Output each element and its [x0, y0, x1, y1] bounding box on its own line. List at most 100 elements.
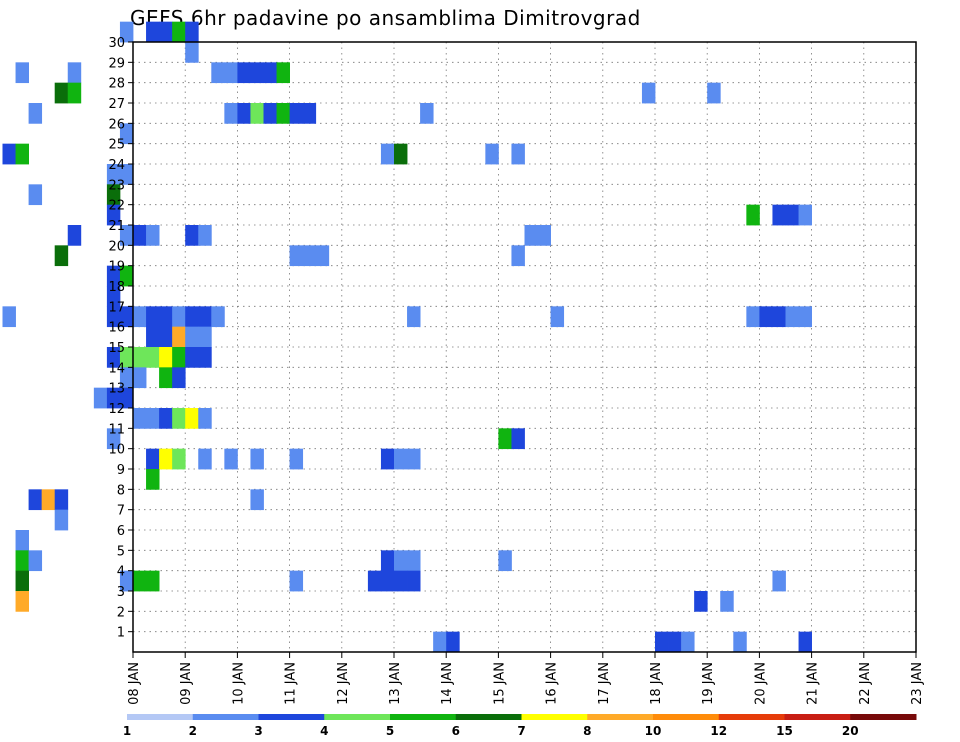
precip-cell [185, 225, 199, 246]
x-tick-label: 20 JAN [753, 662, 768, 705]
precip-cell [250, 62, 264, 84]
precip-cell [367, 570, 382, 592]
precip-cell [172, 306, 186, 328]
precip-cell [276, 103, 290, 124]
precip-cell [394, 570, 408, 592]
precip-cell [67, 82, 82, 104]
x-tick-label: 11 JAN [284, 662, 299, 705]
precip-cell [106, 286, 121, 307]
precip-cell [302, 103, 317, 124]
legend-swatch [784, 714, 851, 720]
precip-cell [772, 204, 786, 226]
precip-cell [67, 225, 82, 246]
legend-swatch [850, 714, 917, 720]
precip-cell [733, 631, 747, 653]
precip-cell [655, 631, 669, 653]
y-tick-label: 29 [108, 56, 125, 71]
x-tick-label: 08 JAN [127, 662, 142, 705]
precip-cell [498, 428, 512, 450]
precip-cell [772, 570, 786, 592]
data-cells [2, 21, 812, 653]
x-tick-label: 12 JAN [336, 662, 351, 705]
precip-cell [276, 62, 290, 84]
y-tick-label: 24 [108, 158, 125, 173]
precip-cell [159, 326, 173, 348]
precip-cell [15, 530, 29, 551]
legend-swatch [324, 714, 391, 720]
precip-cell [380, 570, 395, 592]
precip-cell [172, 367, 186, 389]
y-tick-label: 1 [117, 626, 125, 641]
precip-cell [159, 367, 173, 389]
y-tick-label: 7 [117, 504, 125, 519]
x-tick-label: 10 JAN [231, 662, 246, 705]
precip-cell [172, 408, 186, 429]
x-tick-label: 21 JAN [806, 662, 821, 705]
legend-label: 6 [452, 724, 460, 738]
x-tick-label: 23 JAN [910, 662, 925, 705]
precip-cell [28, 489, 43, 511]
legend-swatch [192, 714, 259, 720]
legend-label: 3 [254, 724, 262, 738]
precip-cell [237, 103, 251, 124]
precip-cell [106, 347, 121, 368]
precip-cell [798, 306, 812, 328]
precip-cell [198, 225, 212, 246]
precip-cell [106, 306, 121, 328]
legend-label: 20 [842, 724, 859, 738]
precip-cell [394, 448, 408, 470]
precip-cell [224, 62, 238, 84]
legend-label: 5 [386, 724, 394, 738]
y-tick-label: 19 [108, 260, 125, 275]
precip-cell [668, 631, 682, 653]
precip-cell [185, 408, 199, 429]
precip-cell [146, 326, 160, 348]
precip-cell [2, 306, 16, 328]
precip-cell [289, 103, 304, 124]
legend-swatch [258, 714, 325, 720]
precip-cell [759, 306, 773, 328]
precip-cell [198, 347, 212, 368]
precip-cell [407, 306, 421, 328]
precip-cell [15, 550, 29, 572]
precip-cell [133, 306, 147, 328]
precip-cell [772, 306, 786, 328]
precip-cell [289, 245, 304, 267]
precip-cell [106, 204, 121, 226]
precip-cell [41, 489, 56, 511]
legend-label: 8 [583, 724, 591, 738]
precip-cell [54, 245, 69, 267]
precip-cell [798, 204, 812, 226]
precip-cell [511, 143, 525, 165]
precip-cell [198, 448, 212, 470]
precip-cell [119, 164, 134, 185]
precip-cell [394, 143, 408, 165]
precip-cell [224, 103, 238, 124]
precip-cell [172, 326, 186, 348]
precip-cell [185, 347, 199, 368]
precip-cell [119, 21, 134, 43]
x-tick-label: 13 JAN [388, 662, 403, 705]
precip-cell [119, 387, 134, 409]
y-tick-label: 12 [108, 402, 125, 417]
precip-cell [537, 225, 551, 246]
precip-cell [407, 550, 421, 572]
precip-cell [511, 428, 525, 450]
precip-cell [159, 306, 173, 328]
y-tick-label: 15 [108, 341, 125, 356]
x-tick-label: 16 JAN [545, 662, 560, 705]
precip-cell [54, 509, 69, 531]
y-axis: 1234567891011121314151617181920212223242… [108, 36, 133, 641]
precip-cell [524, 225, 538, 246]
precip-cell [785, 306, 799, 328]
precip-cell [746, 306, 760, 328]
precip-cell [146, 306, 160, 328]
y-tick-label: 11 [108, 422, 125, 437]
grid [133, 41, 916, 652]
precip-cell [185, 306, 199, 328]
precip-cell [119, 347, 134, 368]
legend-label: 12 [710, 724, 727, 738]
y-tick-label: 4 [117, 565, 125, 580]
precip-cell [420, 103, 434, 124]
precip-cell [250, 103, 264, 124]
